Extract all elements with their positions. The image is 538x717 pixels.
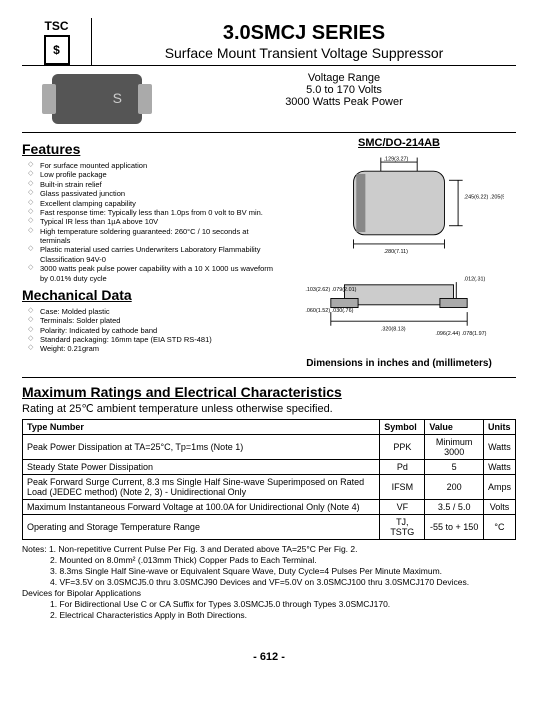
table-cell: 5 (425, 460, 484, 475)
feature-item: Glass passivated junction (28, 189, 276, 198)
component-image-cell: S (22, 66, 172, 132)
table-row: Peak Forward Surge Current, 8.3 ms Singl… (23, 475, 516, 500)
row2: S Voltage Range 5.0 to 170 Volts 3000 Wa… (22, 66, 516, 133)
series-subtitle: Surface Mount Transient Voltage Suppress… (92, 45, 516, 61)
page-number: - 612 - (22, 651, 516, 663)
dim-top-w: .280(7.11) (384, 249, 409, 255)
dim-side-l2: .060(1.52) .030(.76) (305, 308, 353, 314)
ratings-subtitle: Rating at 25℃ ambient temperature unless… (22, 402, 516, 415)
vr-line3: 3000 Watts Peak Power (172, 96, 516, 108)
table-cell: Peak Forward Surge Current, 8.3 ms Singl… (23, 475, 380, 500)
datasheet-page: TSC $ 3.0SMCJ SERIES Surface Mount Trans… (0, 0, 538, 681)
table-body: Peak Power Dissipation at TA=25°C, Tp=1m… (23, 435, 516, 540)
table-cell: Amps (483, 475, 515, 500)
table-cell: Steady State Power Dissipation (23, 460, 380, 475)
dim-top-h: .129(3.27) (384, 156, 409, 162)
package-cell: SMC/DO-214AB .129(3.27) .245(6.22) .205(… (282, 133, 516, 373)
mechanical-item: Standard packaging: 16mm tape (EIA STD R… (28, 335, 276, 344)
table-cell: Maximum Instantaneous Forward Voltage at… (23, 500, 380, 515)
package-label: SMC/DO-214AB (286, 137, 512, 149)
logo-cell: TSC $ (22, 18, 92, 65)
note-4: 4. VF=3.5V on 3.0SMCJ5.0 thru 3.0SMCJ90 … (50, 577, 516, 588)
table-cell: IFSM (380, 475, 425, 500)
dim-top-right: .245(6.22) .205(5.59) (464, 194, 504, 200)
dimension-caption: Dimensions in inches and (millimeters) (286, 358, 512, 369)
mechanical-item: Case: Molded plastic (28, 307, 276, 316)
dim-side-l1: .103(2.62) .079(2.01) (305, 287, 356, 293)
feature-item: Built-in strain relief (28, 180, 276, 189)
mechanical-item: Weight: 0.21gram (28, 344, 276, 353)
feature-item: For surface mounted application (28, 161, 276, 170)
table-cell: °C (483, 515, 515, 540)
table-row: Maximum Instantaneous Forward Voltage at… (23, 500, 516, 515)
table-cell: 200 (425, 475, 484, 500)
table-cell: Watts (483, 460, 515, 475)
feature-item: 3000 watts peak pulse power capability w… (28, 264, 276, 283)
dim-side-b1: .320(8.13) (381, 326, 406, 332)
note-2: 2. Mounted on 8.0mm² (.013mm Thick) Copp… (50, 555, 516, 566)
table-row: Peak Power Dissipation at TA=25°C, Tp=1m… (23, 435, 516, 460)
notes-block: Notes: 1. Non-repetitive Current Pulse P… (22, 544, 516, 621)
bipolar-2: 2. Electrical Characteristics Apply in B… (50, 610, 516, 621)
mechanical-item: Terminals: Solder plated (28, 316, 276, 325)
voltage-range-cell: Voltage Range 5.0 to 170 Volts 3000 Watt… (172, 66, 516, 132)
mechanical-item: Polarity: Indicated by cathode band (28, 326, 276, 335)
divider (22, 377, 516, 378)
feature-item: High temperature soldering guaranteed: 2… (28, 227, 276, 246)
table-cell: Pd (380, 460, 425, 475)
table-cell: -55 to + 150 (425, 515, 484, 540)
features-cell: Features For surface mounted application… (22, 133, 282, 373)
table-cell: 3.5 / 5.0 (425, 500, 484, 515)
vr-line2: 5.0 to 170 Volts (172, 84, 516, 96)
dim-side-th: .012(.31) (464, 276, 486, 282)
logo: TSC $ (44, 19, 70, 65)
table-cell: Watts (483, 435, 515, 460)
table-cell: Minimum 3000 (425, 435, 484, 460)
feature-item: Fast response time: Typically less than … (28, 208, 276, 217)
header-row: TSC $ 3.0SMCJ SERIES Surface Mount Trans… (22, 18, 516, 66)
table-cell: TJ, TSTG (380, 515, 425, 540)
feature-item: Typical IR less than 1µA above 10V (28, 217, 276, 226)
smc-chip-icon: S (52, 74, 142, 124)
bipolar-1: 1. For Bidirectional Use C or CA Suffix … (50, 599, 516, 610)
mechanical-title: Mechanical Data (22, 287, 276, 303)
notes-label: Notes: (22, 544, 47, 554)
table-header: Type Number (23, 420, 380, 435)
table-header: Units (483, 420, 515, 435)
table-row: Steady State Power DissipationPd5Watts (23, 460, 516, 475)
feature-item: Plastic material used carries Underwrite… (28, 245, 276, 264)
table-row: Operating and Storage Temperature RangeT… (23, 515, 516, 540)
table-header-row: Type NumberSymbolValueUnits (23, 420, 516, 435)
features-list: For surface mounted applicationLow profi… (28, 161, 276, 283)
row3: Features For surface mounted application… (22, 133, 516, 373)
feature-item: Excellent clamping capability (28, 199, 276, 208)
features-title: Features (22, 141, 276, 157)
feature-item: Low profile package (28, 170, 276, 179)
title-cell: 3.0SMCJ SERIES Surface Mount Transient V… (92, 18, 516, 65)
dim-side-b2: .096(2.44) .078(1.97) (435, 331, 486, 337)
package-diagram: .129(3.27) .245(6.22) .205(5.59) .280(7.… (294, 153, 504, 353)
table-header: Symbol (380, 420, 425, 435)
table-cell: Operating and Storage Temperature Range (23, 515, 380, 540)
note-1: 1. Non-repetitive Current Pulse Per Fig.… (49, 544, 358, 554)
logo-text: TSC (44, 19, 70, 33)
bipolar-label: Devices for Bipolar Applications (22, 588, 516, 599)
table-cell: PPK (380, 435, 425, 460)
vr-line1: Voltage Range (172, 72, 516, 84)
series-title: 3.0SMCJ SERIES (92, 22, 516, 45)
table-cell: VF (380, 500, 425, 515)
ratings-table: Type NumberSymbolValueUnits Peak Power D… (22, 419, 516, 540)
table-header: Value (425, 420, 484, 435)
table-cell: Volts (483, 500, 515, 515)
chip-mark: S (113, 90, 122, 106)
mechanical-list: Case: Molded plasticTerminals: Solder pl… (28, 307, 276, 354)
logo-symbol: $ (44, 35, 70, 65)
table-cell: Peak Power Dissipation at TA=25°C, Tp=1m… (23, 435, 380, 460)
ratings-title: Maximum Ratings and Electrical Character… (22, 384, 516, 400)
note-3: 3. 8.3ms Single Half Sine-wave or Equiva… (50, 566, 516, 577)
